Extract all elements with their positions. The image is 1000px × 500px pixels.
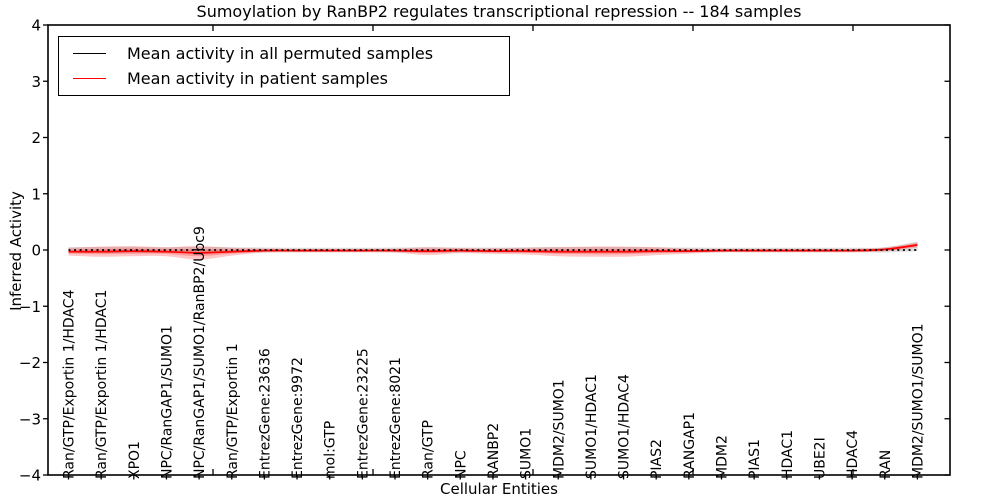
y-tick-label: 2: [31, 129, 41, 147]
x-tick-label: PIAS1: [747, 439, 763, 479]
x-tick-label: RANBP2: [486, 423, 502, 479]
x-tick-label: HDAC1: [780, 430, 796, 479]
x-tick-label: EntrezGene:8021: [388, 357, 404, 479]
y-tick-label: 0: [31, 242, 41, 260]
x-tick-label: Ran/GTP/Exportin 1/HDAC4: [62, 290, 78, 479]
x-tick-labels: Ran/GTP/Exportin 1/HDAC4 Ran/GTP/Exportin…: [62, 226, 927, 479]
x-tick-label: EntrezGene:23225: [355, 348, 371, 479]
mean-lines: [68, 244, 918, 254]
x-tick-label: MDM2/SUMO1/SUMO1: [910, 323, 926, 479]
x-tick-label: EntrezGene:9972: [290, 357, 306, 479]
permuted-line-swatch: [73, 53, 106, 54]
legend-label-permuted: Mean activity in all permuted samples: [127, 44, 434, 63]
patient-line-swatch: [73, 78, 106, 79]
chart-title: Sumoylation by RanBP2 regulates transcri…: [196, 2, 802, 21]
x-tick-label: MDM2/SUMO1: [551, 379, 567, 479]
x-tick-label: NPC: [453, 450, 469, 479]
x-tick-label: SUMO1: [519, 428, 535, 479]
patient-mean-line: [68, 244, 918, 254]
patient-band-inner: [68, 243, 918, 257]
x-tick-label: PIAS2: [649, 439, 665, 479]
x-axis-label: Cellular Entities: [440, 480, 558, 498]
axis-ticks: [43, 24, 950, 480]
x-tick-label: NPC/RanGAP1/SUMO1: [159, 325, 175, 479]
x-tick-label: Ran/GTP: [421, 420, 437, 479]
x-tick-label: SUMO1/HDAC4: [617, 374, 633, 479]
y-tick-labels: 4 3 2 1 0 −1 −2 −3 −4: [19, 17, 41, 485]
y-tick-label: −1: [19, 298, 41, 316]
y-tick-label: −3: [19, 410, 41, 428]
x-tick-label: XPO1: [127, 441, 143, 479]
y-tick-label: 1: [31, 185, 41, 203]
legend-entry-patient: Mean activity in patient samples: [59, 66, 509, 91]
x-tick-label: RAN: [878, 450, 894, 479]
x-tick-label: SUMO1/HDAC1: [584, 374, 600, 479]
x-tick-label: Ran/GTP/Exportin 1: [225, 343, 241, 479]
y-tick-label: −2: [19, 354, 41, 372]
y-tick-label: 4: [31, 17, 41, 35]
x-tick-label: EntrezGene:23636: [257, 348, 273, 479]
x-tick-label: RANGAP1: [682, 412, 698, 479]
legend: Mean activity in all permuted samples Me…: [58, 36, 510, 96]
x-tick-label: UBE2I: [812, 437, 828, 479]
x-tick-label: NPC/RanGAP1/SUMO1/RanBP2/Ubc9: [192, 226, 208, 479]
y-tick-label: −4: [19, 467, 41, 485]
x-tick-label: Ran/GTP/Exportin 1/HDAC1: [94, 290, 110, 479]
y-tick-label: 3: [31, 73, 41, 91]
legend-label-patient: Mean activity in patient samples: [127, 69, 388, 88]
legend-entry-permuted: Mean activity in all permuted samples: [59, 41, 509, 66]
y-axis-label: Inferred Activity: [7, 191, 25, 311]
x-tick-label: MDM2: [715, 435, 731, 479]
x-tick-label: mol:GTP: [323, 421, 339, 479]
x-tick-label: HDAC4: [845, 430, 861, 479]
